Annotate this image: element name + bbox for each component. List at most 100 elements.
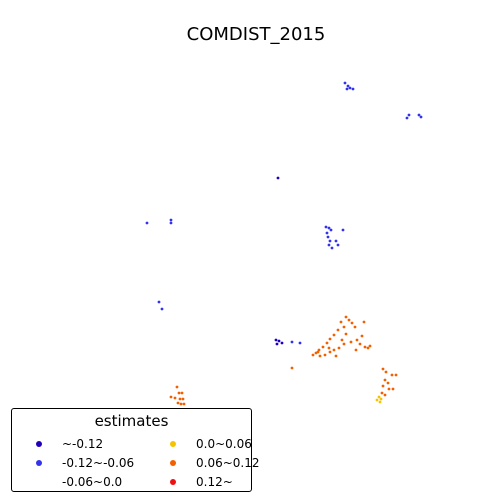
data-point [381,384,385,388]
data-point [323,353,327,357]
data-point [386,381,390,385]
legend-swatch [36,441,42,447]
data-point [387,387,391,391]
data-point [363,345,367,349]
data-point [157,300,161,304]
data-point [394,373,398,377]
map-title: COMDIST_2015 [186,24,326,45]
data-point [342,325,346,329]
data-point [362,320,366,324]
data-point [419,115,423,119]
data-point [383,378,387,382]
data-point [360,334,364,338]
legend-swatch [36,460,42,466]
data-point [353,325,357,329]
data-point [326,235,330,239]
data-point [334,239,338,243]
data-point [345,87,349,91]
data-point [275,342,279,346]
legend-swatch [170,479,176,485]
data-point [405,116,409,120]
data-point [350,321,354,325]
data-point [311,353,315,357]
data-point [351,87,355,91]
data-point [381,367,385,371]
legend-swatch [36,479,42,485]
data-point [380,391,384,395]
data-point [366,346,370,350]
data-point [328,350,332,354]
legend-label: 0.0~0.06 [196,437,252,451]
data-point [341,228,345,232]
data-point [354,348,358,352]
legend-swatch [170,441,176,447]
legend-label: 0.06~0.12 [196,456,260,470]
data-point [182,402,186,406]
legend-label: ~-0.12 [62,437,104,451]
data-point [316,350,320,354]
data-point [349,340,353,344]
legend-swatch [170,460,176,466]
data-point [417,113,421,117]
data-point [328,337,332,341]
data-point [160,307,164,311]
data-point [378,400,382,404]
data-point [340,338,344,342]
data-point [383,393,387,397]
data-point [325,231,329,235]
data-point [379,397,383,401]
data-point [348,86,352,90]
legend-title: estimates [94,412,169,430]
data-point [407,113,411,117]
data-point [327,346,331,350]
data-point [334,354,338,358]
data-point [327,243,331,247]
data-point [336,243,340,247]
data-point [337,346,341,350]
data-point [344,332,348,336]
data-point [178,397,182,401]
data-point [332,333,336,337]
legend-label: 0.12~ [196,475,233,489]
data-point [377,395,381,399]
data-point [290,366,294,370]
data-point [355,338,359,342]
data-point [324,225,328,229]
data-point [384,370,388,374]
data-point [169,218,173,222]
data-point [169,395,173,399]
data-point [368,344,372,348]
data-point [274,338,278,342]
data-point [346,84,350,88]
data-point [173,396,177,400]
data-point [181,397,185,401]
data-point [318,354,322,358]
data-point [298,341,302,345]
data-point [329,228,333,232]
data-point [177,391,181,395]
data-point [391,387,395,391]
data-point [325,341,329,345]
data-point [327,226,331,230]
legend-label: -0.12~-0.06 [62,456,135,470]
data-point [277,339,281,343]
data-point [339,320,343,324]
data-point [290,340,294,344]
data-point [390,373,394,377]
data-point [321,345,325,349]
data-point [332,348,336,352]
data-point [330,246,334,250]
legend: estimates ~-0.12 -0.12~-0.06 -0.06~0.0 0… [11,408,260,492]
data-point [336,328,340,332]
legend-label: -0.06~0.0 [62,475,123,489]
data-point [328,239,332,243]
data-point [280,341,284,345]
data-point [342,342,346,346]
data-point [175,385,179,389]
data-point [358,342,362,346]
data-point [145,221,149,225]
data-point [347,318,351,322]
data-point [179,402,183,406]
data-point [343,81,347,85]
